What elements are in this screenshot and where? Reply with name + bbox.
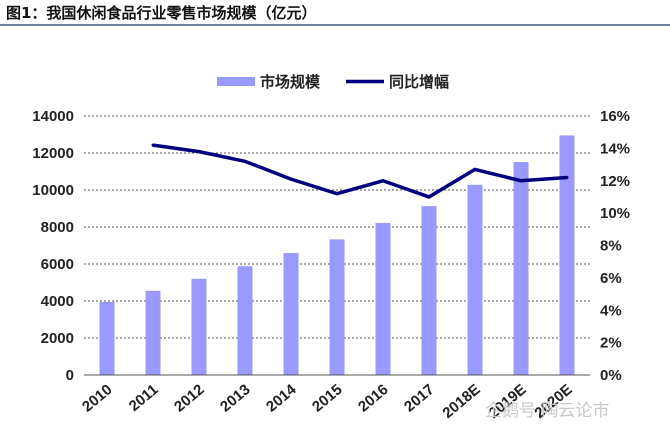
x-tick-label: 2015 xyxy=(309,381,345,415)
header-divider xyxy=(0,24,670,26)
bar xyxy=(329,239,345,375)
bar-series xyxy=(99,135,575,375)
y2-tick-label: 4% xyxy=(600,302,622,319)
line-point xyxy=(519,179,523,183)
header-bar: 图1：我国休闲食品行业零售市场规模（亿元） xyxy=(0,0,670,24)
x-tick-label: 2017 xyxy=(401,381,437,415)
line-point xyxy=(565,176,569,180)
y-tick-label: 6000 xyxy=(41,256,74,273)
watermark: 企鹅号 陶云论市 xyxy=(485,401,609,421)
y-tick-label: 14000 xyxy=(32,108,74,125)
x-tick-label: 2014 xyxy=(263,381,300,416)
x-tick-label: 2010 xyxy=(79,381,115,415)
legend-bar-swatch xyxy=(217,77,255,86)
growth-line xyxy=(152,143,568,199)
line-point xyxy=(427,195,431,199)
legend-line-label: 同比增幅 xyxy=(389,73,449,91)
y-tick-label: 0 xyxy=(66,367,74,384)
y2-tick-label: 12% xyxy=(600,173,630,190)
bar xyxy=(421,206,437,375)
y-tick-label: 8000 xyxy=(41,219,74,236)
x-tick-label: 2013 xyxy=(217,381,253,415)
bar xyxy=(283,253,299,375)
chart-title: 图1：我国休闲食品行业零售市场规模（亿元） xyxy=(6,4,317,22)
legend: 市场规模 同比增幅 xyxy=(217,73,449,91)
y-tick-label: 10000 xyxy=(32,182,74,199)
bar xyxy=(99,301,115,375)
y-tick-label: 4000 xyxy=(41,293,74,310)
y2-tick-label: 6% xyxy=(600,270,622,287)
bar xyxy=(237,266,253,375)
line-point xyxy=(289,177,293,181)
bar xyxy=(375,222,391,375)
x-tick-label: 2011 xyxy=(126,381,162,415)
line-point xyxy=(151,143,155,147)
line-series xyxy=(151,143,569,199)
y2-tick-label: 16% xyxy=(600,108,630,125)
y-tick-label: 2000 xyxy=(41,330,74,347)
bar xyxy=(191,278,207,375)
y2-tick-label: 2% xyxy=(600,335,622,352)
y2-tick-label: 10% xyxy=(600,205,630,222)
y-tick-label: 12000 xyxy=(32,145,74,162)
bar xyxy=(559,135,575,375)
bar xyxy=(467,184,483,375)
line-point xyxy=(335,192,339,196)
bar xyxy=(513,162,529,375)
line-point xyxy=(197,150,201,154)
x-tick-label: 2018E xyxy=(439,381,483,422)
x-tick-label: 2016 xyxy=(355,381,391,415)
y2-tick-label: 8% xyxy=(600,238,622,255)
line-point xyxy=(473,167,477,171)
y2-tick-label: 0% xyxy=(600,367,622,384)
line-point xyxy=(243,159,247,163)
line-point xyxy=(381,179,385,183)
bar xyxy=(145,290,161,375)
x-tick-label: 2012 xyxy=(171,381,207,415)
y2-tick-label: 14% xyxy=(600,140,630,157)
legend-bar-label: 市场规模 xyxy=(260,73,321,91)
